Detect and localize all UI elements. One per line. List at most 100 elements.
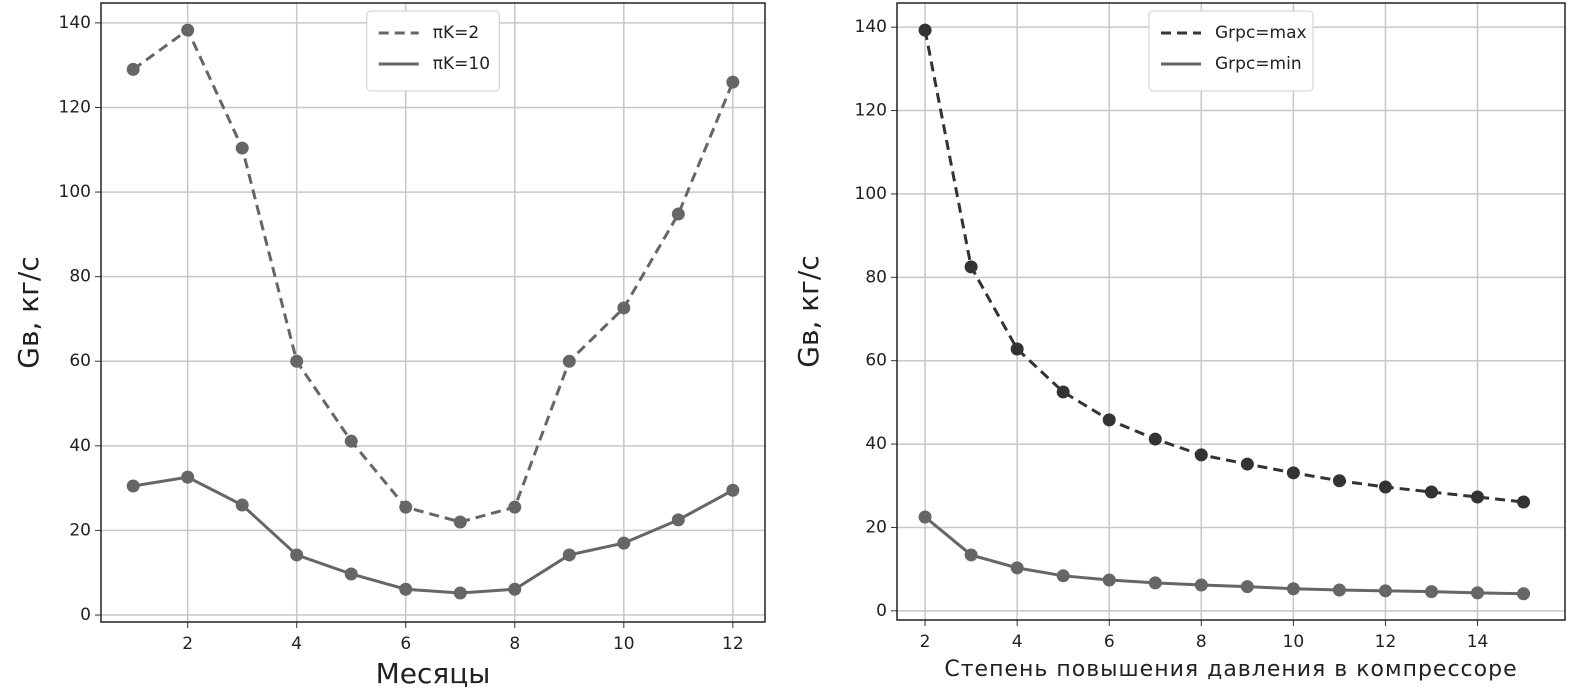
x-tick-label: 8	[1196, 632, 1207, 652]
data-point	[1286, 466, 1300, 480]
x-tick-label: 14	[1467, 632, 1489, 652]
legend-box	[1148, 10, 1314, 92]
series-line	[132, 475, 734, 595]
data-point	[1194, 448, 1208, 462]
y-tick-label: 40	[69, 436, 91, 456]
y-tick-label: 120	[855, 101, 887, 121]
data-point	[1332, 474, 1346, 488]
data-point	[399, 582, 413, 596]
data-point	[1056, 569, 1070, 583]
y-tick-label: 120	[59, 97, 91, 117]
data-point	[344, 434, 358, 448]
data-point	[453, 586, 467, 600]
x-tick-label: 4	[1012, 632, 1023, 652]
legend: Grpc=max Grpc=min	[1148, 10, 1314, 92]
data-point	[562, 548, 576, 562]
y-axis-label: Gв, кг/с	[12, 256, 45, 368]
plot-frame	[896, 2, 1566, 621]
data-point	[508, 582, 522, 596]
data-point	[181, 470, 195, 484]
y-tick-label: 80	[69, 267, 91, 287]
legend-label: Grpc=max	[1215, 23, 1307, 43]
data-point	[344, 567, 358, 581]
data-point	[1332, 583, 1346, 597]
data-point	[1148, 576, 1162, 590]
y-tick-label: 60	[69, 351, 91, 371]
data-point	[617, 301, 631, 315]
legend: πK=2 πK=10	[366, 10, 500, 92]
y-tick-label: 0	[80, 605, 91, 625]
data-point	[964, 260, 978, 274]
data-point	[918, 510, 932, 524]
legend-box	[366, 10, 500, 92]
series-line	[923, 29, 1524, 504]
y-tick-label: 60	[865, 351, 887, 371]
data-point	[1010, 561, 1024, 575]
data-point	[181, 23, 195, 37]
x-tick-label: 10	[613, 634, 635, 654]
x-tick-label: 12	[722, 634, 744, 654]
legend-label: πK=2	[433, 23, 479, 43]
data-point	[1148, 432, 1162, 446]
y-tick-label: 20	[865, 517, 887, 537]
data-point	[1056, 385, 1070, 399]
data-point	[1286, 582, 1300, 596]
data-point	[235, 498, 249, 512]
y-tick-label: 20	[69, 520, 91, 540]
data-point	[617, 536, 631, 550]
data-point	[1517, 495, 1531, 509]
x-axis-label: Степень повышения давления в компрессоре	[944, 657, 1517, 682]
data-point	[290, 354, 304, 368]
legend-label: πK=10	[433, 54, 490, 74]
data-point	[562, 354, 576, 368]
y-tick-label: 100	[59, 182, 91, 202]
x-tick-label: 2	[920, 632, 931, 652]
series-line	[924, 515, 1524, 596]
y-tick-label: 140	[855, 17, 887, 37]
data-point	[126, 62, 140, 76]
data-point	[918, 23, 932, 37]
data-point	[1240, 580, 1254, 594]
data-point	[1378, 480, 1392, 494]
data-point	[671, 513, 685, 527]
series-line	[132, 27, 735, 524]
data-point	[126, 479, 140, 493]
data-point	[1010, 342, 1024, 356]
data-point	[1517, 587, 1531, 601]
y-tick-label: 140	[59, 13, 91, 33]
data-point	[726, 483, 740, 497]
y-tick-label: 40	[865, 434, 887, 454]
y-tick-label: 100	[855, 184, 887, 204]
y-axis-label: Gв, кг/с	[792, 255, 825, 367]
chart-panel: 0 20 40 60 80 100 120 140 2 4 6 8 10 12 14 Степень повы…	[792, 2, 1566, 682]
data-point	[1471, 490, 1485, 504]
data-point	[1240, 457, 1254, 471]
x-axis-label: Месяцы	[376, 657, 491, 690]
data-point	[1102, 573, 1116, 587]
x-tick-label: 12	[1375, 632, 1397, 652]
y-tick-label: 80	[865, 267, 887, 287]
data-point	[671, 207, 685, 221]
data-point	[453, 515, 467, 529]
data-point	[1471, 586, 1485, 600]
x-tick-label: 8	[509, 634, 520, 654]
data-point	[1424, 585, 1438, 599]
data-point	[1424, 485, 1438, 499]
y-tick-label: 0	[876, 601, 887, 621]
data-point	[1194, 578, 1208, 592]
data-point	[235, 141, 249, 155]
legend-label: Grpc=min	[1215, 54, 1302, 74]
x-tick-label: 10	[1283, 632, 1305, 652]
data-point	[964, 548, 978, 562]
x-tick-label: 6	[400, 634, 411, 654]
x-tick-label: 6	[1104, 632, 1115, 652]
data-point	[508, 500, 522, 514]
data-point	[1378, 584, 1392, 598]
data-point	[290, 548, 304, 562]
x-tick-label: 4	[291, 634, 302, 654]
data-point	[1102, 413, 1116, 427]
chart-panel: 0 20 40 60 80 100 120 140 2 4 6 8 10 12 Месяцы Gв, кг/с…	[12, 2, 766, 690]
data-point	[726, 75, 740, 89]
plot-frame	[100, 2, 766, 623]
